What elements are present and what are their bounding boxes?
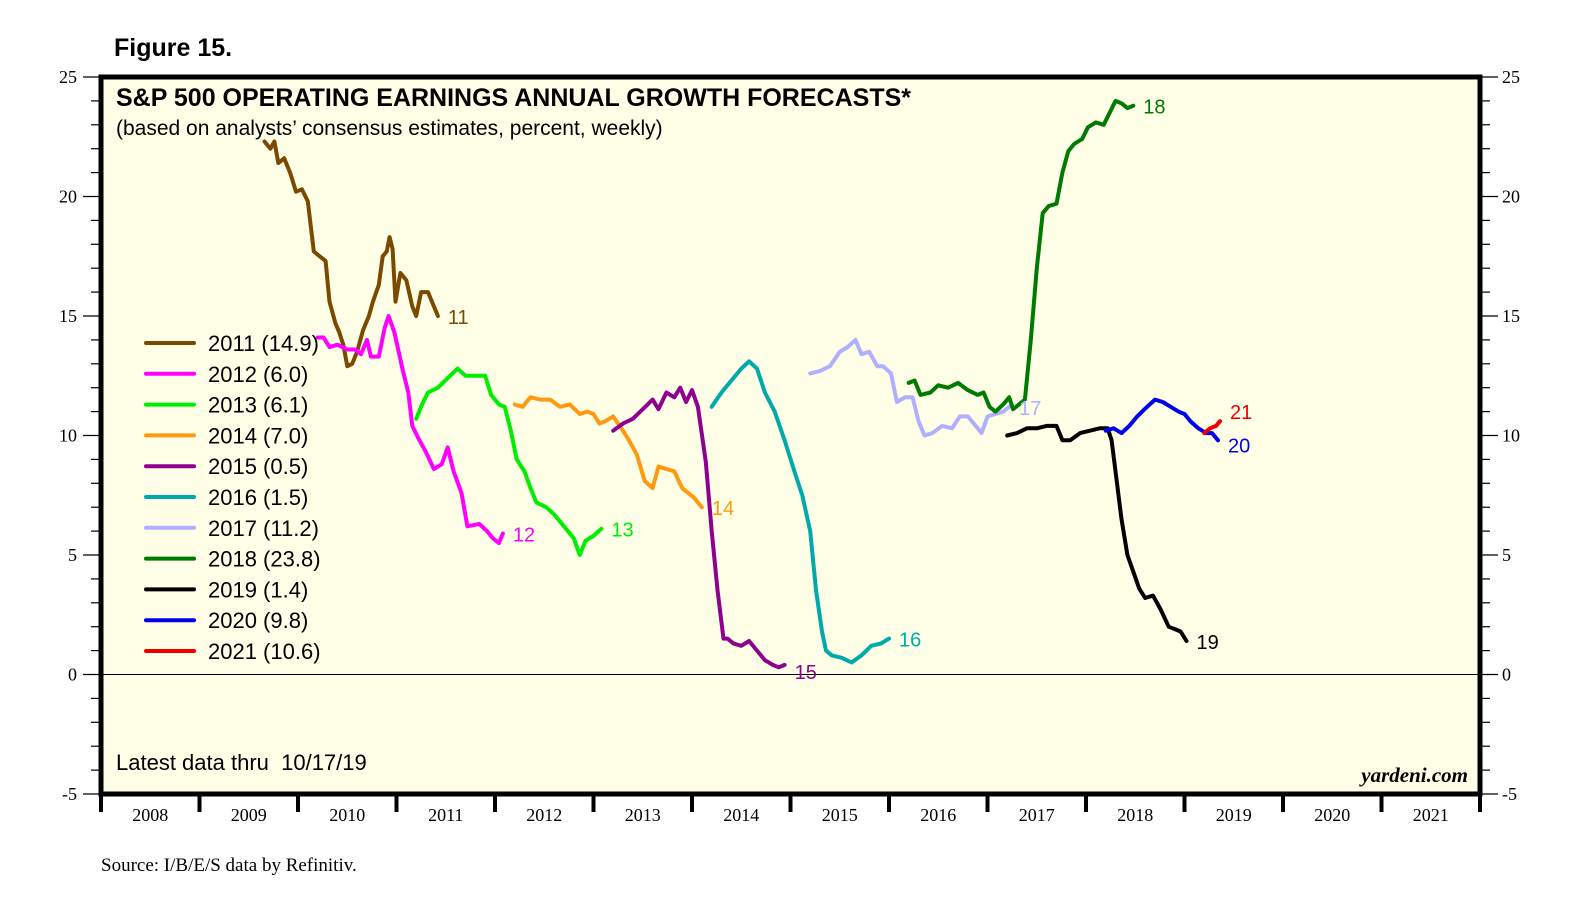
legend-label: 2017 (11.2) bbox=[208, 516, 319, 541]
y-tick-label-left: 25 bbox=[59, 67, 77, 87]
legend-label: 2012 (6.0) bbox=[208, 362, 308, 387]
y-tick-label-left: 10 bbox=[59, 426, 77, 446]
y-tick-label-left: 20 bbox=[59, 187, 77, 207]
series-end-label: 13 bbox=[611, 520, 633, 542]
x-tick-label: 2019 bbox=[1216, 805, 1252, 825]
y-tick-label-right: 20 bbox=[1502, 187, 1520, 207]
series-end-label: 15 bbox=[795, 662, 817, 684]
legend-item: 2012 (6.0) bbox=[144, 362, 308, 387]
series-line-20 bbox=[1103, 397, 1220, 443]
x-tick-label: 2018 bbox=[1117, 805, 1153, 825]
end-labels: 11 12 13 14 15 16 17 18 19 20 21 bbox=[448, 97, 1252, 684]
legend-item: 2015 (0.5) bbox=[144, 454, 308, 479]
legend-item: 2021 (10.6) bbox=[144, 639, 321, 664]
x-tick-label: 2009 bbox=[231, 805, 267, 825]
x-tick-label: 2008 bbox=[132, 805, 168, 825]
legend-label: 2018 (23.8) bbox=[208, 547, 321, 572]
series-line-14 bbox=[512, 395, 704, 510]
y-tick-label-right: 10 bbox=[1502, 426, 1520, 446]
series-end-label: 19 bbox=[1196, 632, 1218, 654]
series-line-12 bbox=[315, 314, 505, 545]
series-line-11 bbox=[262, 139, 440, 369]
x-tick-label: 2014 bbox=[723, 805, 759, 825]
y-tick-label-right: 0 bbox=[1502, 665, 1511, 685]
legend-item: 2011 (14.9) bbox=[144, 331, 319, 356]
series-group bbox=[262, 98, 1222, 670]
legend-item: 2013 (6.1) bbox=[144, 393, 308, 418]
series-line-16 bbox=[709, 359, 891, 665]
legend-label: 2013 (6.1) bbox=[208, 393, 308, 418]
y-axis-left: -5 0 5 10 15 20 25 bbox=[59, 67, 101, 804]
y-tick-label-right: -5 bbox=[1502, 784, 1517, 804]
x-tick-label: 2017 bbox=[1019, 805, 1055, 825]
brand-label: yardeni.com bbox=[1358, 763, 1468, 787]
series-end-label: 14 bbox=[712, 498, 734, 520]
series-end-label: 18 bbox=[1143, 97, 1165, 119]
x-tick-label: 2012 bbox=[526, 805, 562, 825]
latest-data-note: Latest data thru 10/17/19 bbox=[116, 750, 367, 775]
plot-frame bbox=[98, 74, 1483, 797]
legend-label: 2014 (7.0) bbox=[208, 423, 308, 448]
figure-label: Figure 15. bbox=[114, 34, 233, 62]
x-tick-label: 2010 bbox=[329, 805, 365, 825]
series-end-label: 20 bbox=[1228, 435, 1250, 457]
series-line-19 bbox=[1005, 423, 1189, 643]
series-end-label: 21 bbox=[1230, 402, 1252, 424]
x-axis: 2008 2009 2010 2011 2012 2013 2014 2015 2016 2017… bbox=[99, 794, 1482, 825]
series-line-13 bbox=[414, 366, 604, 557]
legend-item: 2017 (11.2) bbox=[144, 516, 319, 541]
series-line-18 bbox=[906, 98, 1136, 414]
y-tick-label-right: 15 bbox=[1502, 306, 1520, 326]
series-line-15 bbox=[611, 385, 787, 670]
y-tick-label-left: 5 bbox=[68, 545, 77, 565]
y-axis-right: -5 0 5 10 15 20 25 bbox=[1480, 67, 1520, 804]
x-tick-label: 2016 bbox=[920, 805, 956, 825]
series-end-label: 17 bbox=[1019, 398, 1041, 420]
legend-item: 2018 (23.8) bbox=[144, 547, 321, 572]
legend-item: 2019 (1.4) bbox=[144, 577, 308, 602]
legend-label: 2016 (1.5) bbox=[208, 485, 308, 510]
series-line-21 bbox=[1202, 419, 1222, 436]
x-tick-label: 2021 bbox=[1413, 805, 1449, 825]
y-tick-label-left: 0 bbox=[68, 665, 77, 685]
legend-label: 2011 (14.9) bbox=[208, 331, 319, 356]
source-note: Source: I/B/E/S data by Refinitiv. bbox=[101, 855, 357, 876]
series-line-17 bbox=[808, 337, 1012, 438]
x-tick-label: 2013 bbox=[625, 805, 661, 825]
y-tick-label-right: 5 bbox=[1502, 545, 1511, 565]
y-tick-label-left: 15 bbox=[59, 306, 77, 326]
series-end-label: 11 bbox=[448, 307, 469, 329]
series-end-label: 16 bbox=[899, 630, 921, 652]
chart-title: S&P 500 OPERATING EARNINGS ANNUAL GROWTH… bbox=[116, 84, 911, 112]
series-end-label: 12 bbox=[513, 524, 535, 546]
y-tick-label-right: 25 bbox=[1502, 67, 1520, 87]
x-tick-label: 2011 bbox=[428, 805, 463, 825]
legend-label: 2021 (10.6) bbox=[208, 639, 321, 664]
y-tick-label-left: -5 bbox=[62, 784, 77, 804]
legend-label: 2020 (9.8) bbox=[208, 608, 308, 633]
legend: 2011 (14.9) 2012 (6.0) 2013 (6.1) 2014 (7.0… bbox=[144, 331, 321, 664]
x-tick-label: 2020 bbox=[1314, 805, 1350, 825]
x-tick-label: 2015 bbox=[822, 805, 858, 825]
legend-label: 2015 (0.5) bbox=[208, 454, 308, 479]
legend-item: 2020 (9.8) bbox=[144, 608, 308, 633]
legend-label: 2019 (1.4) bbox=[208, 577, 308, 602]
legend-item: 2016 (1.5) bbox=[144, 485, 308, 510]
legend-item: 2014 (7.0) bbox=[144, 423, 308, 448]
chart-subtitle: (based on analysts’ consensus estimates,… bbox=[116, 117, 663, 140]
